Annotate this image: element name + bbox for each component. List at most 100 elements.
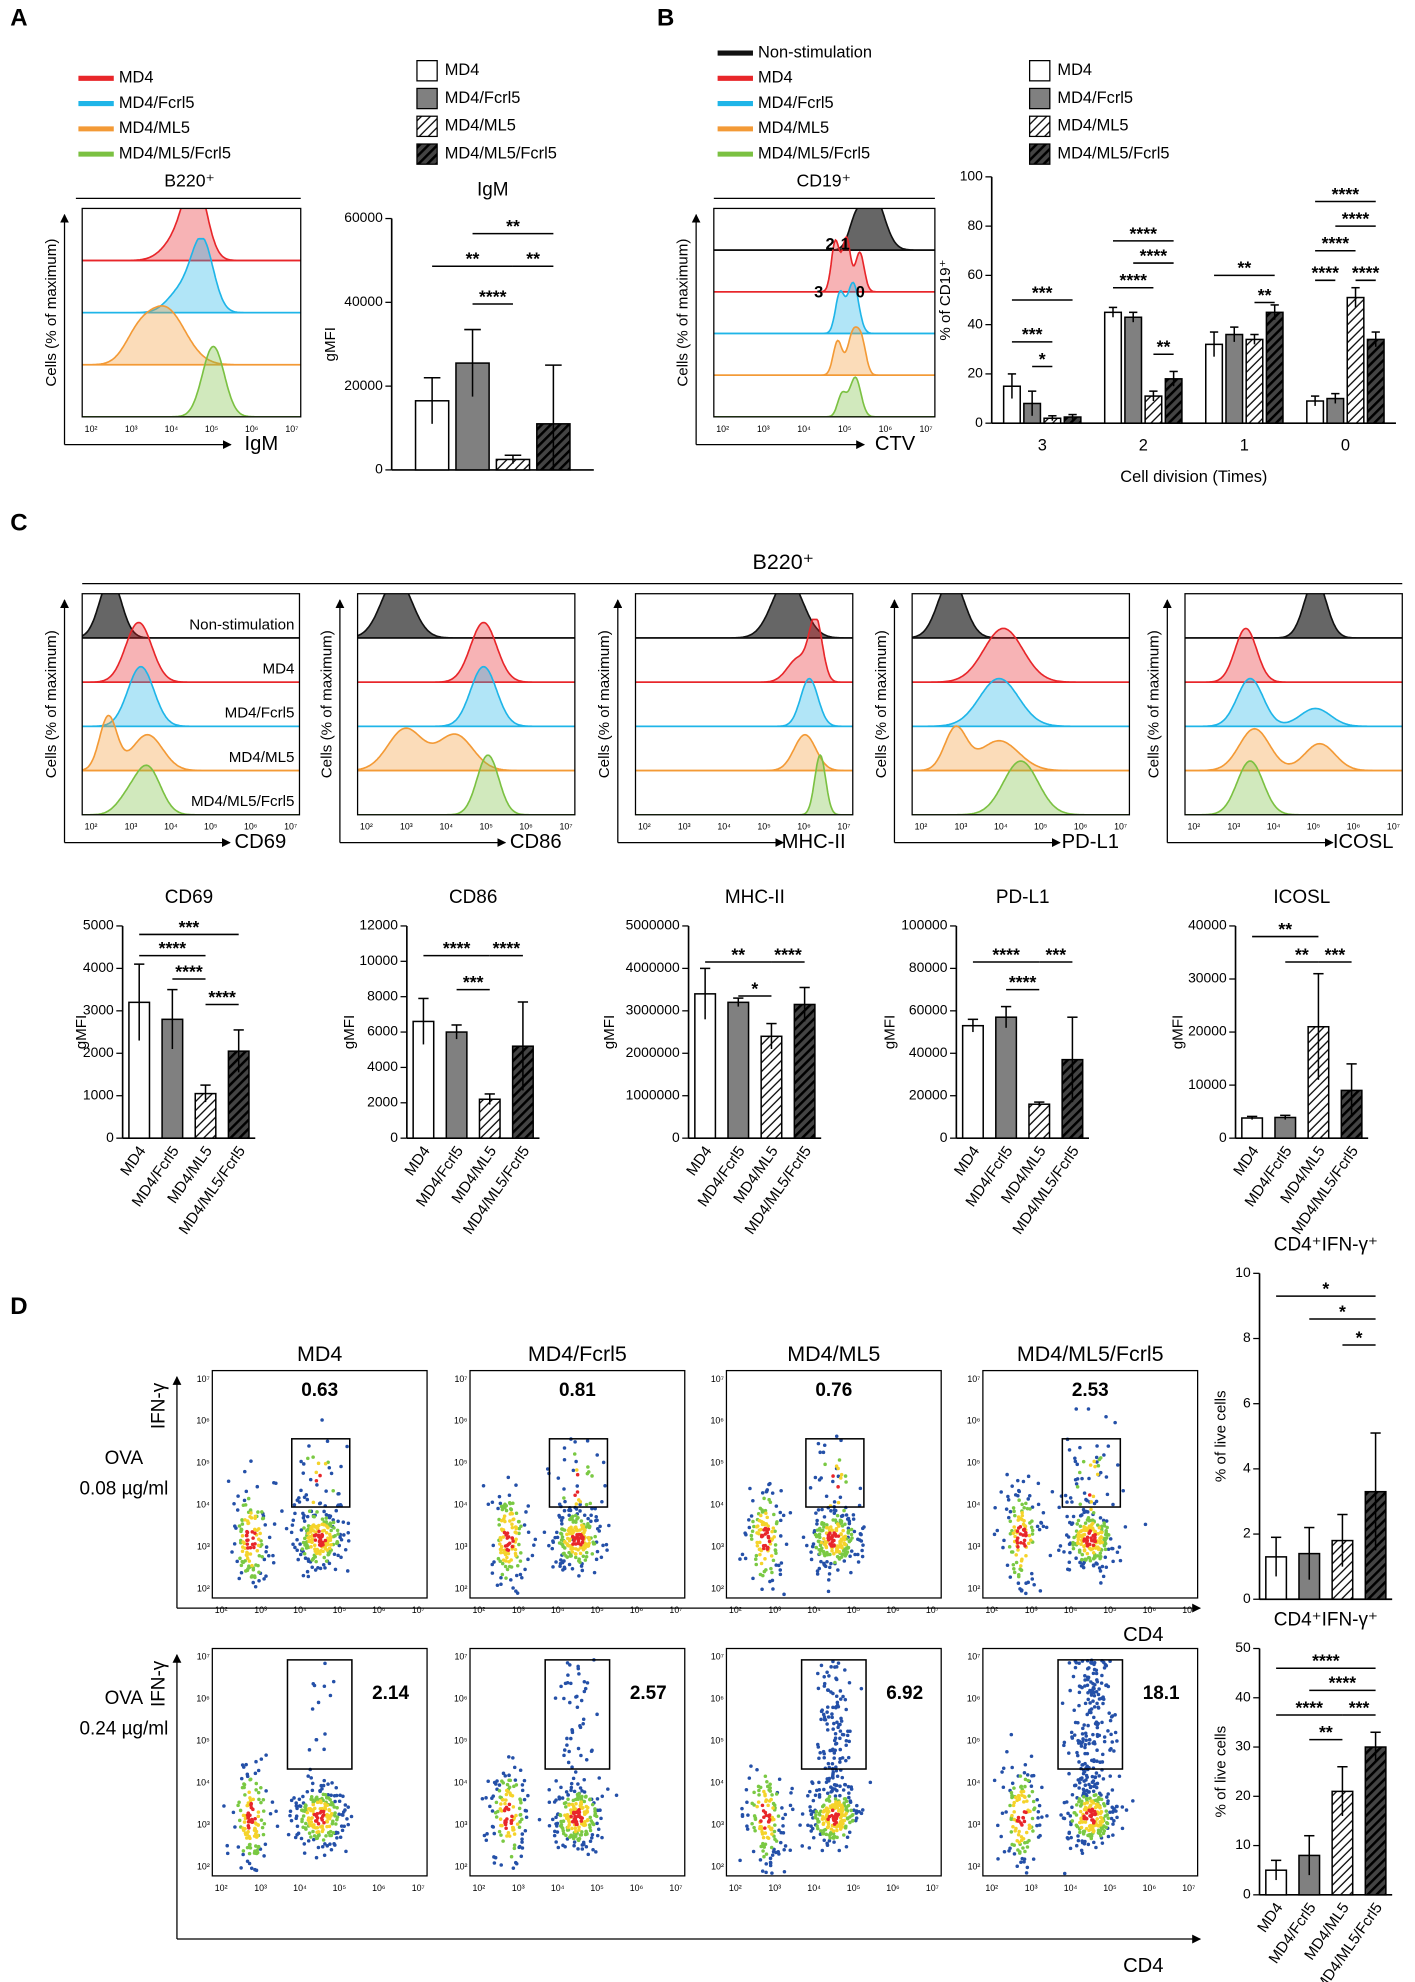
scatter-dot (1016, 1545, 1020, 1549)
scatter-dot (324, 1559, 329, 1563)
scatter-dot (1077, 1739, 1082, 1744)
scatter-dot (248, 1813, 252, 1818)
legend-label: MD4/ML5 (1057, 117, 1128, 135)
scatter-dot (1091, 1533, 1096, 1538)
scatter-dot (1101, 1777, 1106, 1781)
scatter-dot (817, 1787, 822, 1792)
scatter-dot (1110, 1805, 1115, 1810)
scatter-dot (245, 1859, 250, 1864)
scatter-dot (518, 1559, 523, 1563)
scatter-dot (324, 1834, 328, 1838)
scatter-dot (1019, 1564, 1023, 1568)
scatter-dot (332, 1552, 337, 1557)
y-tick-label: 2000 (367, 1093, 398, 1109)
scatter-dot (1080, 1557, 1084, 1562)
scatter-dot (1001, 1785, 1006, 1789)
scatter-dot (1085, 1535, 1090, 1539)
x-tick-label: 10² (472, 1883, 485, 1893)
scatter-dot (1095, 1817, 1099, 1821)
scatter-dot (825, 1523, 829, 1527)
scatter-dot (560, 1535, 565, 1539)
gate-value: 2.57 (630, 1683, 667, 1704)
scatter-dot (499, 1802, 503, 1806)
scatter-dot (1066, 1811, 1070, 1816)
scatter-dot (1117, 1545, 1122, 1549)
scatter-dot (1121, 1488, 1125, 1493)
y-tick-label: 20000 (344, 377, 383, 393)
scatter-dot (335, 1528, 340, 1533)
scatter-dot (770, 1491, 775, 1495)
scatter-dot (499, 1833, 503, 1837)
scatter-dot (821, 1821, 826, 1825)
scatter-dot (574, 1459, 578, 1464)
scatter-dot (564, 1833, 568, 1838)
y-axis-label: Cells (% of maximum) (596, 630, 613, 778)
scatter-dot (505, 1567, 510, 1572)
scatter-dot (758, 1858, 763, 1862)
histogram-curve (635, 618, 853, 683)
scatter-dot (1010, 1781, 1015, 1786)
scatter-dot (769, 1566, 773, 1571)
y-axis-label: Cells (% of maximum) (674, 239, 691, 387)
significance-label: ** (466, 249, 480, 269)
scatter-dot (770, 1793, 774, 1797)
scatter-dot (829, 1561, 833, 1566)
error-bar (1169, 370, 1178, 387)
scatter-dot (530, 1553, 535, 1558)
scatter-dot (582, 1790, 587, 1794)
scatter-dot (1040, 1815, 1044, 1819)
scatter-dot (1090, 1780, 1095, 1785)
y-tick-label: 60000 (909, 1002, 948, 1018)
scatter-dot (835, 1544, 840, 1548)
histogram-curve (357, 593, 575, 639)
bar (1245, 338, 1264, 424)
scatter-dot (578, 1509, 582, 1513)
scatter-dot (1085, 1775, 1089, 1779)
scatter-dot (844, 1807, 848, 1812)
y-tick-label: 10² (197, 1583, 210, 1593)
scatter-dot (497, 1494, 502, 1499)
scatter-dot (1023, 1762, 1028, 1767)
scatter-dot (607, 1523, 611, 1528)
scatter-dot (1083, 1751, 1087, 1756)
scatter-dot (308, 1530, 313, 1534)
scatter-dot (499, 1575, 503, 1580)
scatter-dot (1083, 1678, 1087, 1682)
histogram-curve (357, 727, 575, 772)
scatter-dot (1113, 1730, 1118, 1735)
scatter-dot (249, 1866, 254, 1871)
scatter-dot (245, 1845, 250, 1850)
y-tick-label: 10² (711, 1583, 724, 1593)
scatter-dot (245, 1556, 250, 1561)
scatter-dot (1112, 1749, 1116, 1753)
y-tick-label: 0 (1219, 1129, 1227, 1145)
scatter-dot (1016, 1848, 1020, 1852)
y-tick-label: 10³ (455, 1819, 468, 1829)
scatter-dot (239, 1563, 244, 1568)
scatter-dot (562, 1559, 566, 1563)
scatter-dot (1010, 1765, 1014, 1770)
scatter-dot (326, 1782, 330, 1786)
scatter-dot (772, 1512, 776, 1517)
scatter-dot (578, 1833, 583, 1837)
scatter-dot (262, 1577, 266, 1581)
scatter-dot (1067, 1560, 1072, 1564)
scatter-dot (264, 1545, 269, 1549)
scatter-dot (1092, 1840, 1096, 1845)
x-tick-label: 10⁷ (412, 1883, 425, 1893)
scatter-dot (244, 1762, 248, 1767)
scatter-dot (598, 1524, 602, 1529)
scatter-dot (1014, 1560, 1019, 1565)
scatter-dot (744, 1787, 749, 1792)
lane-label: MD4/Fcrl5 (225, 705, 295, 722)
scatter-dot (1082, 1532, 1087, 1537)
scatter-dot (537, 1817, 542, 1822)
scatter-dot (303, 1826, 308, 1830)
scatter-dot (778, 1572, 783, 1577)
scatter-dot (264, 1753, 268, 1757)
scatter-dot (829, 1790, 833, 1794)
scatter-dot (1010, 1484, 1014, 1488)
scatter-dot (247, 1851, 252, 1856)
scatter-dot (828, 1836, 832, 1840)
scatter-dot (1013, 1513, 1017, 1518)
